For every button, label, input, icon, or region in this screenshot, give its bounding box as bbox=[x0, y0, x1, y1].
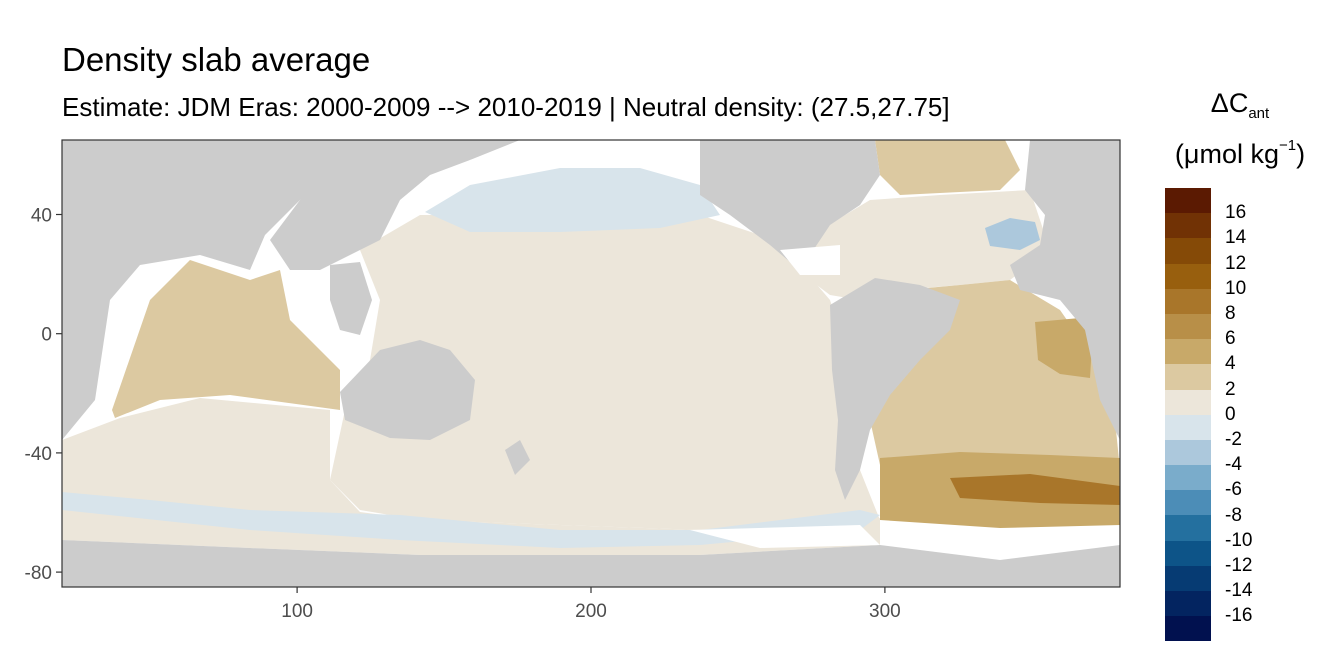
legend-colorbar bbox=[1165, 188, 1211, 642]
legend-tick-label: -4 bbox=[1225, 454, 1242, 476]
legend-swatch bbox=[1165, 364, 1211, 390]
gulf-of-guinea-region bbox=[1035, 318, 1092, 378]
legend-tick-label: -12 bbox=[1225, 555, 1253, 576]
legend-tick-label: 4 bbox=[1225, 353, 1236, 375]
legend-swatch bbox=[1165, 414, 1211, 440]
legend-swatch bbox=[1165, 616, 1211, 642]
legend-tick-label: 10 bbox=[1225, 277, 1247, 299]
legend-swatch bbox=[1165, 339, 1211, 365]
southern-ocean-atlantic-core-region bbox=[950, 474, 1120, 505]
legend-title-unit: (μmol kg−1) bbox=[1150, 137, 1330, 170]
mediterranean-outflow-region bbox=[985, 218, 1040, 250]
legend-unit-suffix: ) bbox=[1296, 139, 1306, 169]
legend-swatch bbox=[1165, 389, 1211, 415]
legend-tick-label: 8 bbox=[1225, 303, 1236, 324]
africa-land bbox=[62, 140, 330, 440]
legend-swatch bbox=[1165, 213, 1211, 239]
legend-tick-label: -6 bbox=[1225, 479, 1242, 501]
legend-swatch bbox=[1165, 263, 1211, 289]
legend-swatch bbox=[1165, 313, 1211, 340]
legend-swatch bbox=[1165, 515, 1211, 541]
legend-tick-label: -2 bbox=[1225, 429, 1242, 450]
legend-unit-superscript: −1 bbox=[1278, 137, 1297, 154]
y-tick-label: 0 bbox=[41, 325, 52, 346]
legend-title-variable: ΔCant bbox=[1150, 88, 1330, 122]
southern-ocean-southern-strip-region bbox=[62, 492, 880, 548]
north-america-land bbox=[700, 140, 880, 262]
legend-tick-label: 6 bbox=[1225, 328, 1236, 350]
south-america-land bbox=[830, 278, 960, 500]
legend-title-subscript: ant bbox=[1248, 105, 1270, 122]
indian-ocean-region bbox=[112, 260, 340, 418]
missing-data-gaps bbox=[450, 150, 880, 548]
legend-swatch bbox=[1165, 188, 1211, 214]
north-atlantic-region bbox=[790, 190, 1050, 300]
legend-title-symbol: ΔC bbox=[1210, 88, 1249, 118]
legend-tick-label: -16 bbox=[1225, 605, 1253, 627]
legend-swatch bbox=[1165, 591, 1211, 617]
legend-unit-prefix: (μmol kg bbox=[1174, 139, 1279, 169]
legend-tick-label: 14 bbox=[1225, 227, 1247, 249]
land-masses bbox=[62, 140, 1120, 587]
legend-tick-label: 2 bbox=[1225, 378, 1236, 400]
legend-tick-label: -14 bbox=[1225, 580, 1253, 602]
x-tick-label: 200 bbox=[575, 601, 607, 622]
europe-africa-east-land bbox=[1010, 140, 1120, 440]
y-tick-label: 40 bbox=[31, 206, 52, 227]
legend-tick-label: 16 bbox=[1225, 202, 1247, 224]
legend-tick-label: -10 bbox=[1225, 529, 1253, 551]
plot-title: Density slab average bbox=[62, 41, 371, 78]
legend-swatch bbox=[1165, 465, 1211, 491]
legend-swatch bbox=[1165, 565, 1211, 591]
x-tick-label: 100 bbox=[281, 601, 313, 622]
plot-subtitle: Estimate: JDM Eras: 2000-2009 --> 2010-2… bbox=[62, 92, 950, 122]
legend-swatch bbox=[1165, 439, 1211, 466]
legend-swatch bbox=[1165, 238, 1211, 264]
legend-swatch bbox=[1165, 490, 1211, 516]
legend-tick-label: -8 bbox=[1225, 504, 1242, 526]
new-zealand-land bbox=[505, 440, 530, 475]
legend-tick-label: 0 bbox=[1225, 403, 1236, 425]
pacific-region bbox=[330, 210, 880, 530]
australia-land bbox=[340, 340, 475, 440]
legend-swatch bbox=[1165, 540, 1211, 566]
map-layers bbox=[62, 140, 1120, 587]
x-tick-label: 300 bbox=[869, 601, 901, 622]
antarctica-land bbox=[62, 540, 1120, 587]
y-tick-label: -40 bbox=[25, 444, 52, 465]
nordic-seas-region bbox=[875, 140, 1020, 195]
legend-tick-label: 12 bbox=[1225, 252, 1247, 274]
legend-swatch bbox=[1165, 288, 1211, 314]
asia-land bbox=[270, 140, 520, 270]
southeast-asia-land bbox=[330, 262, 372, 335]
north-pacific-subpolar-region bbox=[425, 168, 720, 232]
y-tick-label: -80 bbox=[25, 563, 52, 584]
